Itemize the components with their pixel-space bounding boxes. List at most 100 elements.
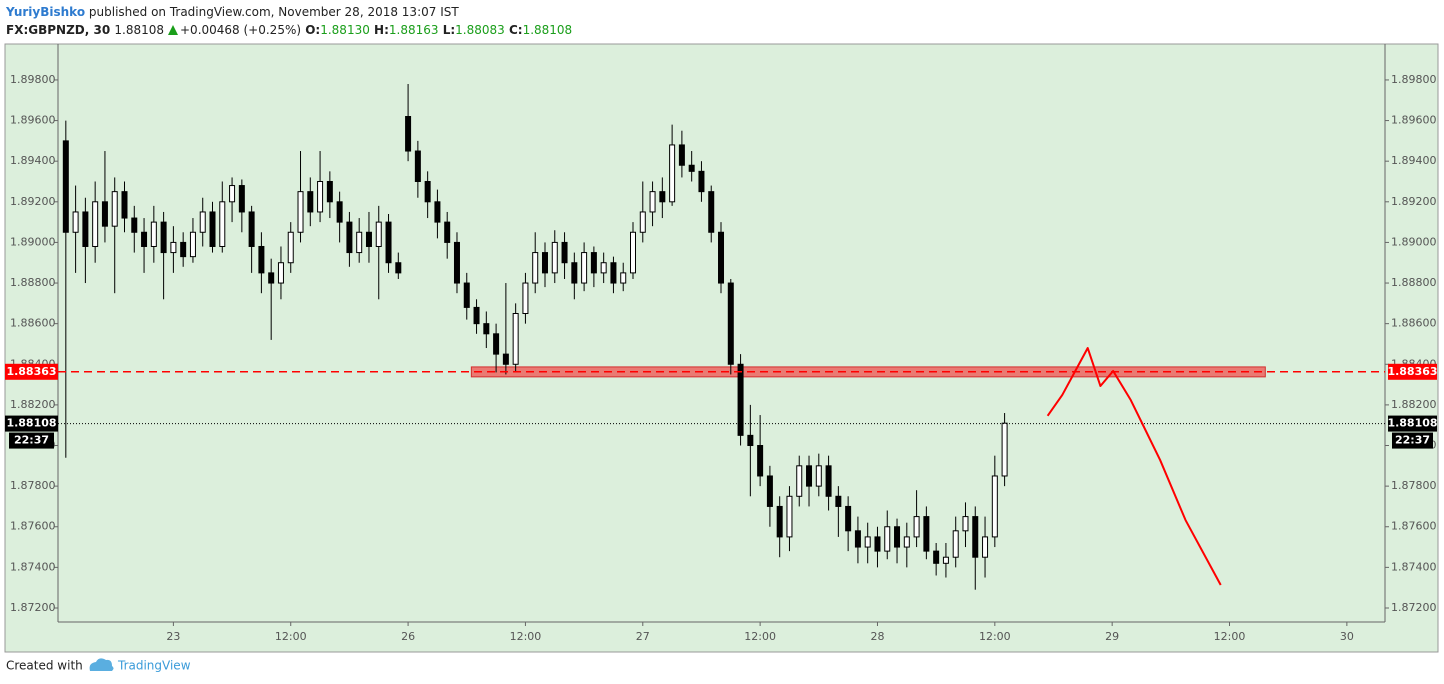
candle-body	[414, 150, 421, 182]
candle-body	[101, 201, 108, 227]
candle-body	[444, 221, 451, 243]
y-tick-label: 1.89800	[10, 73, 56, 86]
y-tick-label: 1.88600	[1391, 317, 1437, 330]
candle-body	[903, 536, 910, 548]
candle-body	[835, 495, 842, 507]
created-with: Created with	[6, 659, 83, 673]
o-label: O:	[305, 23, 320, 37]
candle-body	[434, 201, 441, 223]
y-tick-label: 1.87800	[1391, 479, 1437, 492]
x-tick-label: 12:00	[510, 630, 542, 643]
candle-body	[209, 211, 216, 247]
candle-body	[92, 201, 99, 247]
price: 1.88108	[114, 23, 164, 37]
candle-body	[815, 465, 822, 487]
y-tick-label: 1.88800	[1391, 276, 1437, 289]
candle-body	[864, 536, 871, 548]
candle-body	[541, 252, 548, 274]
candle-body	[219, 201, 226, 247]
brand[interactable]: TradingView	[117, 659, 191, 673]
candle-body	[180, 241, 187, 258]
y-tick-label: 1.89600	[10, 114, 56, 127]
y-tick-label: 1.87400	[10, 560, 56, 573]
candle-body	[698, 170, 705, 193]
candle-body	[630, 231, 637, 274]
candle-body	[590, 252, 597, 274]
candle-body	[131, 217, 138, 233]
candle-body	[551, 241, 558, 274]
candle-body	[199, 211, 206, 233]
candle-body	[688, 164, 695, 172]
y-tick-label: 1.89400	[1391, 154, 1437, 167]
price-tag-label: 1.88363	[1387, 365, 1437, 378]
candle-body	[766, 475, 773, 507]
price-tag-label: 1.88363	[6, 365, 56, 378]
candle-body	[522, 282, 529, 315]
y-tick-label: 1.89000	[1391, 235, 1437, 248]
y-tick-label: 1.87200	[10, 601, 56, 614]
plot-background	[4, 43, 1439, 653]
candle-body	[356, 231, 363, 254]
candle-body	[982, 536, 989, 558]
countdown-label: 22:37	[14, 434, 49, 447]
candle-body	[532, 252, 539, 284]
candle-body	[453, 241, 460, 284]
candle-body	[424, 180, 431, 203]
candle-body	[326, 180, 333, 203]
candle-body	[942, 556, 949, 564]
candle-body	[405, 116, 412, 152]
candle-body	[669, 144, 676, 203]
candle-body	[923, 516, 930, 552]
high: 1.88163	[389, 23, 439, 37]
x-tick-label: 12:00	[979, 630, 1011, 643]
candle-body	[659, 191, 666, 203]
candle-body	[894, 526, 901, 548]
candle-body	[913, 516, 920, 538]
candle-body	[581, 252, 588, 284]
candle-body	[150, 221, 157, 247]
y-tick-label: 1.89200	[1391, 195, 1437, 208]
candle-body	[884, 526, 891, 552]
price-tag-label: 1.88108	[1387, 417, 1437, 430]
candle-body	[111, 191, 118, 227]
candle-body	[375, 221, 382, 247]
y-tick-label: 1.89800	[1391, 73, 1437, 86]
candle-body	[962, 516, 969, 532]
y-tick-label: 1.89200	[10, 195, 56, 208]
candle-body	[991, 475, 998, 538]
candle-body	[62, 140, 69, 233]
x-tick-label: 27	[636, 630, 650, 643]
candle-body	[806, 465, 813, 487]
candle-body	[72, 211, 79, 233]
candle-body	[845, 505, 852, 532]
candle-body	[678, 144, 685, 166]
countdown-label: 22:37	[1395, 434, 1430, 447]
candle-body	[268, 272, 275, 284]
candle-body	[307, 191, 314, 213]
x-tick-label: 12:00	[275, 630, 307, 643]
header-line: YuriyBishko published on TradingView.com…	[5, 5, 459, 19]
candle-body	[141, 231, 148, 247]
x-tick-label: 26	[401, 630, 415, 643]
candle-body	[757, 445, 764, 477]
candle-body	[639, 211, 646, 233]
candle-body	[336, 201, 343, 223]
price-tag	[5, 415, 58, 432]
candle-body	[170, 241, 177, 254]
candle-body	[933, 550, 940, 564]
candle-body	[160, 221, 167, 254]
change: +0.00468 (+0.25%)	[180, 23, 301, 37]
up-arrow	[168, 25, 178, 35]
price-tag-label: 1.88108	[6, 417, 56, 430]
plot: 1.87200 1.87200 1.87400 1.87400 1.87600 1.876…	[4, 43, 1439, 653]
price-tag	[1388, 415, 1437, 432]
candle-body	[317, 180, 324, 213]
c-label: C:	[509, 23, 523, 37]
y-tick-label: 1.89000	[10, 235, 56, 248]
y-tick-label: 1.88200	[1391, 398, 1437, 411]
candle-body	[297, 191, 304, 233]
author: YuriyBishko	[5, 5, 85, 19]
candle-body	[727, 282, 734, 365]
